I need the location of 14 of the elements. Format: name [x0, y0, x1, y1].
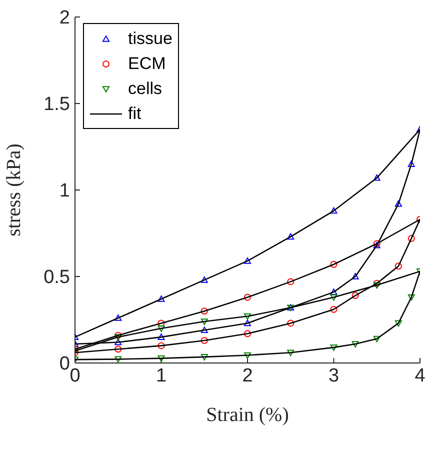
y-tick-label: 0.5: [44, 267, 70, 288]
y-axis-title: stress (kPa): [3, 144, 26, 236]
legend-label: ECM: [128, 54, 166, 74]
x-axis-title: Strain (%): [206, 404, 289, 426]
legend-label: cells: [128, 78, 162, 98]
x-tick-label: 4: [414, 365, 426, 386]
x-tick-label: 3: [328, 365, 340, 386]
y-tick-label: 2: [59, 8, 70, 29]
legend-label: fit: [128, 104, 142, 124]
x-tick-label: 1: [156, 365, 167, 386]
y-tick-label: 1.5: [44, 94, 70, 116]
x-tick-label: 2: [242, 365, 253, 386]
legend-label: tissue: [128, 28, 172, 48]
y-tick-label: 1: [59, 180, 70, 202]
